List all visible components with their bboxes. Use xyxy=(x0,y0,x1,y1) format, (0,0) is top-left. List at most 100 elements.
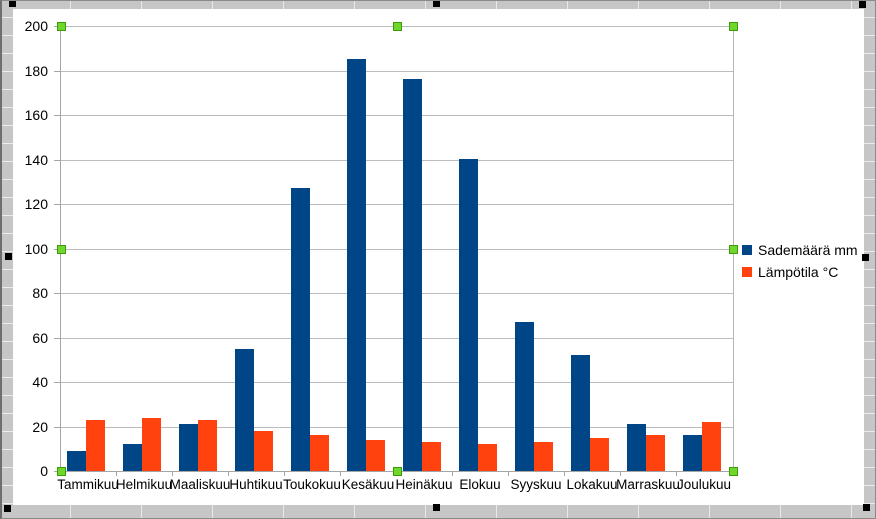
chart-object[interactable]: 0 20 40 60 80 100 120 140 160 180 200 Tammikuu Helm… xyxy=(13,9,864,505)
x-axis-tick xyxy=(620,472,621,476)
x-axis-label-heinäkuu: Heinäkuu xyxy=(395,477,453,492)
plot-resize-handle-1[interactable] xyxy=(393,22,402,31)
y-axis-label-160: 160 xyxy=(24,107,48,123)
legend-swatch-icon xyxy=(742,267,752,277)
x-axis-tick xyxy=(284,472,285,476)
bar-lämpötila-syyskuu[interactable] xyxy=(534,442,553,471)
plot-resize-handle-3[interactable] xyxy=(57,245,66,254)
bar-lämpötila-helmikuu[interactable] xyxy=(142,418,161,471)
object-resize-handle-6[interactable] xyxy=(433,504,440,511)
bar-lämpötila-marraskuu[interactable] xyxy=(646,435,665,471)
y-axis-tick xyxy=(54,293,60,294)
gridline-100 xyxy=(61,249,733,250)
y-axis-tick xyxy=(54,115,60,116)
legend-item-lampotila[interactable]: Lämpötila °C xyxy=(742,261,858,283)
y-axis-tick xyxy=(54,71,60,72)
y-axis-label-20: 20 xyxy=(32,419,48,435)
object-resize-handle-1[interactable] xyxy=(433,0,440,7)
x-axis-label-joulukuu: Joulukuu xyxy=(676,477,732,492)
y-axis-tick xyxy=(54,382,60,383)
x-axis-label-toukokuu: Toukokuu xyxy=(283,477,341,492)
bar-lämpötila-tammikuu[interactable] xyxy=(86,420,105,471)
y-axis-label-0: 0 xyxy=(40,463,48,479)
y-axis-label-80: 80 xyxy=(32,285,48,301)
x-axis-label-maaliskuu: Maaliskuu xyxy=(169,477,231,492)
plot-resize-handle-5[interactable] xyxy=(57,467,66,476)
object-resize-handle-0[interactable] xyxy=(9,0,16,7)
x-axis-tick xyxy=(452,472,453,476)
bar-lämpötila-elokuu[interactable] xyxy=(478,444,497,471)
gridline-80 xyxy=(61,293,733,294)
bar-sademäärä-marraskuu[interactable] xyxy=(627,424,646,471)
gridline-160 xyxy=(61,115,733,116)
x-axis-label-elokuu: Elokuu xyxy=(459,477,501,492)
plot-resize-handle-7[interactable] xyxy=(729,467,738,476)
legend-swatch-icon xyxy=(742,245,752,255)
x-axis-label-marraskuu: Marraskuu xyxy=(616,477,680,492)
y-axis-label-120: 120 xyxy=(24,196,48,212)
x-axis-label-tammikuu: Tammikuu xyxy=(57,477,119,492)
object-resize-handle-2[interactable] xyxy=(859,1,866,8)
bar-sademäärä-elokuu[interactable] xyxy=(459,159,478,471)
bar-lämpötila-joulukuu[interactable] xyxy=(702,422,721,471)
y-axis-label-180: 180 xyxy=(24,63,48,79)
plot-resize-handle-4[interactable] xyxy=(729,245,738,254)
bar-lämpötila-lokakuu[interactable] xyxy=(590,438,609,471)
plot-resize-handle-2[interactable] xyxy=(729,22,738,31)
y-axis-tick xyxy=(54,204,60,205)
legend-label: Sademäärä mm xyxy=(758,242,858,258)
y-axis-label-40: 40 xyxy=(32,374,48,390)
bar-sademäärä-maaliskuu[interactable] xyxy=(179,424,198,471)
x-axis-tick xyxy=(116,472,117,476)
bar-lämpötila-huhtikuu[interactable] xyxy=(254,431,273,471)
bar-sademäärä-heinäkuu[interactable] xyxy=(403,79,422,471)
legend-label: Lämpötila °C xyxy=(758,264,839,280)
bar-sademäärä-huhtikuu[interactable] xyxy=(235,349,254,471)
gridline-140 xyxy=(61,160,733,161)
y-axis-tick xyxy=(54,427,60,428)
y-axis-label-100: 100 xyxy=(24,241,48,257)
gridline-180 xyxy=(61,71,733,72)
x-axis-tick xyxy=(172,472,173,476)
object-resize-handle-3[interactable] xyxy=(5,253,12,260)
y-axis-label-140: 140 xyxy=(24,152,48,168)
x-axis-tick xyxy=(228,472,229,476)
x-axis-label-huhtikuu: Huhtikuu xyxy=(229,477,283,492)
bar-sademäärä-toukokuu[interactable] xyxy=(291,188,310,471)
y-axis-label-200: 200 xyxy=(24,18,48,34)
object-resize-handle-5[interactable] xyxy=(4,505,11,512)
object-resize-handle-7[interactable] xyxy=(863,504,870,511)
x-axis-tick xyxy=(340,472,341,476)
x-axis-label-lokakuu: Lokakuu xyxy=(566,477,618,492)
object-resize-handle-4[interactable] xyxy=(862,254,869,261)
bar-lämpötila-kesäkuu[interactable] xyxy=(366,440,385,471)
bar-lämpötila-toukokuu[interactable] xyxy=(310,435,329,471)
gridline-40 xyxy=(61,382,733,383)
gridline-120 xyxy=(61,204,733,205)
y-axis-tick xyxy=(54,160,60,161)
bar-sademäärä-syyskuu[interactable] xyxy=(515,322,534,471)
x-axis-tick xyxy=(564,472,565,476)
y-axis-label-60: 60 xyxy=(32,330,48,346)
y-axis-tick xyxy=(54,338,60,339)
legend[interactable]: Sademäärä mm Lämpötila °C xyxy=(742,239,858,283)
plot-resize-handle-6[interactable] xyxy=(393,467,402,476)
x-axis-label-helmikuu: Helmikuu xyxy=(115,477,173,492)
x-axis-tick xyxy=(676,472,677,476)
bar-sademäärä-joulukuu[interactable] xyxy=(683,435,702,471)
bar-lämpötila-maaliskuu[interactable] xyxy=(198,420,217,471)
bar-lämpötila-heinäkuu[interactable] xyxy=(422,442,441,471)
gridline-20 xyxy=(61,427,733,428)
legend-item-sademaara[interactable]: Sademäärä mm xyxy=(742,239,858,261)
bar-sademäärä-helmikuu[interactable] xyxy=(123,444,142,471)
bar-sademäärä-tammikuu[interactable] xyxy=(67,451,86,471)
plot-resize-handle-0[interactable] xyxy=(57,22,66,31)
gridline-60 xyxy=(61,338,733,339)
bar-sademäärä-kesäkuu[interactable] xyxy=(347,59,366,471)
x-axis-label-kesäkuu: Kesäkuu xyxy=(341,477,395,492)
plot-area[interactable] xyxy=(57,22,738,476)
x-axis-label-syyskuu: Syyskuu xyxy=(510,477,562,492)
x-axis-tick xyxy=(508,472,509,476)
bar-sademäärä-lokakuu[interactable] xyxy=(571,355,590,471)
